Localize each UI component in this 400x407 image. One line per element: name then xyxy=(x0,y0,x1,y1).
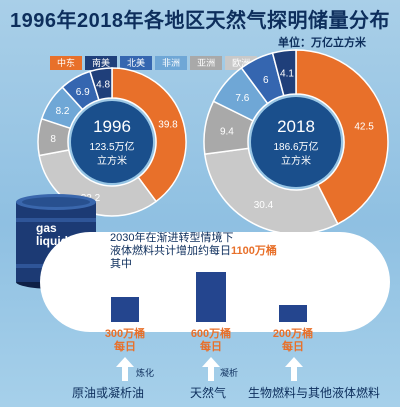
scenario-line1: 2030年在渐进转型情境下 xyxy=(110,232,234,244)
donut-slice-2018-南美 xyxy=(271,49,297,97)
center-unit-1996: 立方米 xyxy=(97,154,127,167)
legend-item-middle-east: 中东 xyxy=(50,56,83,70)
scenario-text: 2030年在渐进转型情境下 液体燃料共计增加约每日1100万桶 其中 xyxy=(110,232,370,271)
donut-slice-1996-中东 xyxy=(111,67,187,203)
donut-center-2018 xyxy=(251,97,341,187)
source-label-gas: 天然气 xyxy=(190,386,227,400)
scenario-line3: 其中 xyxy=(110,258,132,270)
legend-item-north-america: 北美 xyxy=(120,56,153,70)
slice-label-2018-亚洲: 9.4 xyxy=(220,127,234,138)
center-total-1996: 123.5万亿 xyxy=(89,140,134,153)
arrow-shaft xyxy=(208,367,214,381)
amount-crude: 300万桶 xyxy=(104,328,146,340)
process-label-crude: 炼化 xyxy=(136,368,155,378)
breakdown-bar-bio xyxy=(279,305,307,322)
up-arrow-icon xyxy=(116,357,134,367)
scenario-total: 1100万桶 xyxy=(231,245,277,257)
legend-item-south-america: 南美 xyxy=(85,56,118,70)
slice-label-2018-北美: 6 xyxy=(263,75,269,86)
donut-slice-2018-中东 xyxy=(295,49,389,225)
source-label-bio: 生物燃料与其他液体燃料 xyxy=(248,386,381,400)
center-year-2018: 2018 xyxy=(277,117,315,136)
breakdown-bar-crude xyxy=(111,297,139,322)
center-total-2018: 186.6万亿 xyxy=(273,140,318,153)
chart-title: 1996年2018年各地区天然气探明储量分布 xyxy=(10,10,390,32)
process-label-gas: 凝析 xyxy=(220,368,239,378)
unit-label: 单位：万亿立方米 xyxy=(278,37,366,49)
breakdown-amount-gas: 600万桶 每日 xyxy=(176,328,246,354)
barrel-label-line1: gas xyxy=(36,221,57,235)
slice-label-1996-南美: 4.8 xyxy=(96,80,110,91)
slice-label-2018-南美: 4.1 xyxy=(280,69,294,80)
up-arrow-icon xyxy=(202,357,220,367)
amount-gas: 600万桶 xyxy=(190,328,232,340)
legend-item-africa: 非洲 xyxy=(155,56,188,70)
breakdown-amount-bio: 200万桶 每日 xyxy=(258,328,328,354)
legend: 中东 南美 北美 非洲 亚洲 欧洲 xyxy=(50,56,260,70)
slice-label-2018-非洲: 7.6 xyxy=(235,93,249,104)
arrow-shaft xyxy=(122,367,128,381)
scenario-line2-prefix: 液体燃料共计增加约每日 xyxy=(110,245,231,257)
up-arrow-icon xyxy=(285,357,303,367)
slice-label-1996-中东: 39.8 xyxy=(158,119,178,130)
donut-center-1996 xyxy=(71,101,153,183)
breakdown-amount-crude: 300万桶 每日 xyxy=(90,328,160,354)
center-year-1996: 1996 xyxy=(93,117,131,136)
per-gas: 每日 xyxy=(200,341,222,353)
per-bio: 每日 xyxy=(282,341,304,353)
slice-label-1996-北美: 6.9 xyxy=(76,87,90,98)
per-crude: 每日 xyxy=(114,341,136,353)
breakdown-bar-gas xyxy=(196,272,226,322)
amount-bio: 200万桶 xyxy=(272,328,314,340)
slice-label-2018-欧洲: 30.4 xyxy=(254,200,274,211)
slice-label-1996-亚洲: 8 xyxy=(50,134,56,145)
slice-label-2018-中东: 42.5 xyxy=(354,122,374,133)
slice-label-1996-非洲: 8.2 xyxy=(56,106,70,117)
legend-item-asia: 亚洲 xyxy=(190,56,223,70)
center-unit-2018: 立方米 xyxy=(281,154,311,167)
arrow-shaft xyxy=(291,367,297,381)
donut-slice-1996-南美 xyxy=(89,67,113,101)
source-label-crude: 原油或凝析油 xyxy=(72,386,145,400)
scenario-line2: 液体燃料共计增加约每日1100万桶 xyxy=(110,245,370,258)
